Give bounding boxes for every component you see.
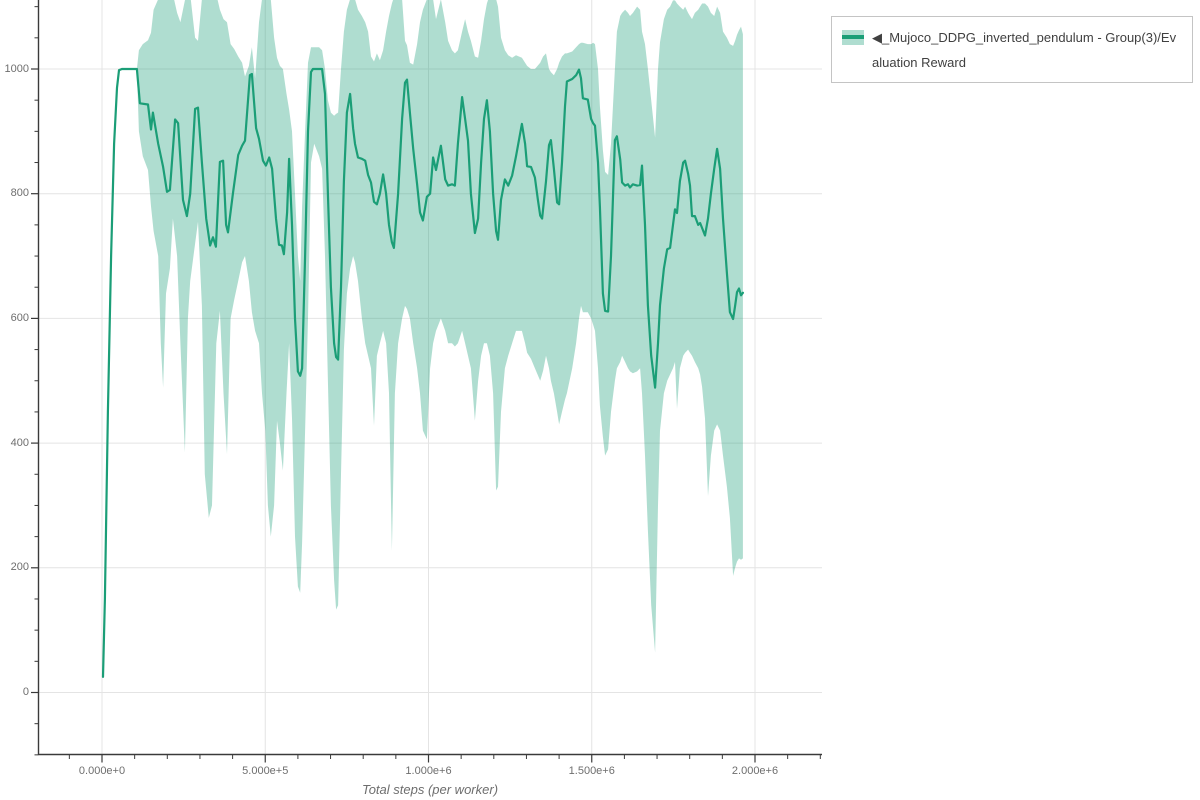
legend-item[interactable]: ◀_Mujoco_DDPG_inverted_pendulum - Group(…: [842, 25, 1182, 75]
y-tick-label: 1000: [4, 62, 29, 75]
legend-band-swatch-icon: [842, 30, 864, 45]
series-line: [101, 67, 744, 678]
series-band: [136, 0, 743, 653]
x-tick-label: 5.000e+5: [242, 765, 289, 777]
y-tick-label: 0: [22, 686, 29, 698]
x-tick-label: 1.000e+6: [405, 765, 452, 777]
y-tick-label: 400: [10, 436, 29, 449]
x-tick-label: 0.000e+0: [78, 765, 126, 777]
y-tick-label: 600: [10, 311, 29, 324]
x-tick-label: 2.000e+6: [731, 765, 779, 777]
y-tick-label: 800: [10, 187, 29, 200]
legend-line-swatch-icon: [842, 35, 864, 39]
y-tick-label: 200: [10, 561, 29, 574]
plot-area: [31, 0, 822, 763]
x-axis-title: Total steps (per worker): [361, 782, 499, 797]
legend[interactable]: ◀_Mujoco_DDPG_inverted_pendulum - Group(…: [831, 16, 1193, 83]
legend-label: ◀_Mujoco_DDPG_inverted_pendulum - Group(…: [872, 30, 1177, 70]
x-tick-label: 1.500e+6: [568, 765, 615, 777]
